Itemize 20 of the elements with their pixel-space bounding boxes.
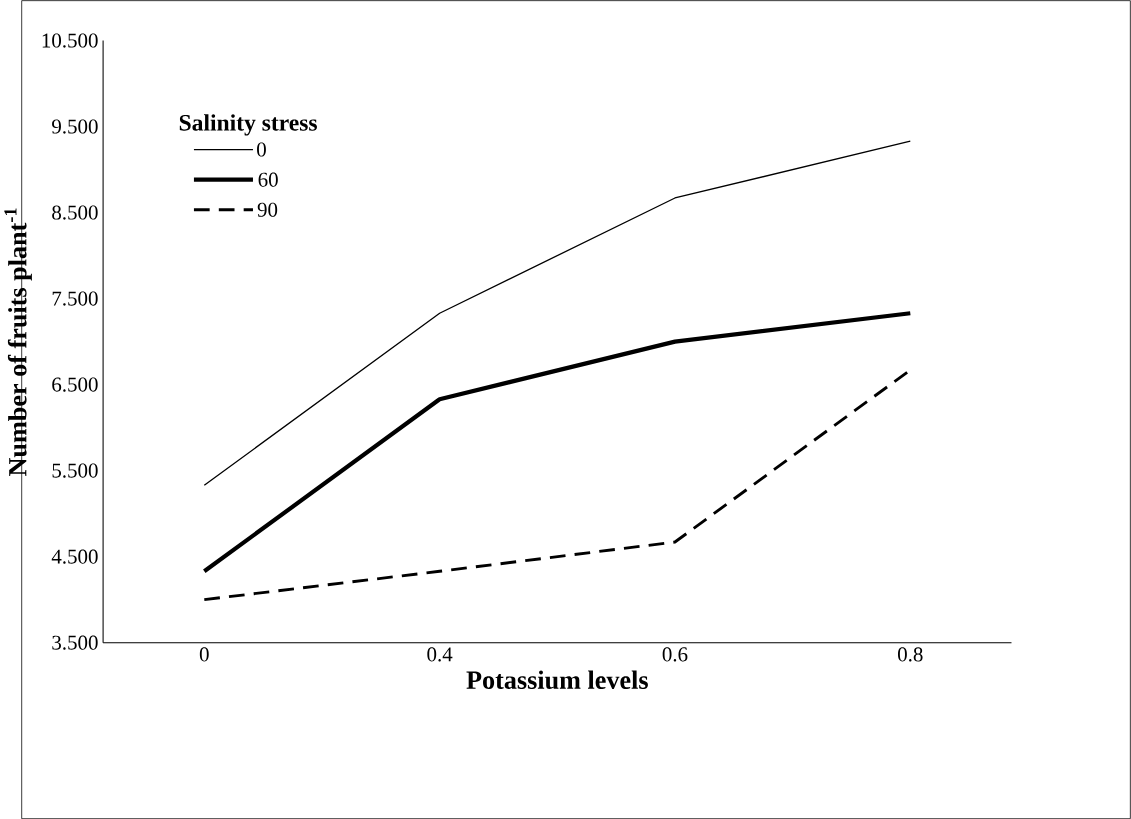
x-tick-label: 0 — [199, 647, 209, 662]
y-tick-label: 8.500 — [52, 205, 98, 220]
legend-label: 60 — [258, 172, 278, 187]
x-tick-label: 0.6 — [662, 647, 688, 662]
x-tick-label: 0.4 — [427, 647, 453, 662]
x-axis-title: Potassium levels — [466, 670, 648, 689]
y-tick-label: 4.500 — [51, 549, 98, 564]
line-series — [202, 310, 913, 574]
legend-title: Salinity stress — [179, 113, 317, 136]
y-tick-label: 9.500 — [52, 119, 98, 134]
y-axis-title: Number of fruits plant$^{-1}$ — [4, 208, 32, 476]
x-tick-label: 0.8 — [898, 647, 923, 662]
line-series — [203, 140, 911, 486]
y-tick-label: 10.500 — [42, 33, 98, 48]
y-tick-label: 3.500 — [52, 635, 98, 650]
legend-label: 0 — [257, 142, 266, 157]
y-tick-label: 5.500 — [52, 463, 98, 478]
y-tick-label: 6.500 — [52, 377, 98, 392]
legend-label: 90 — [257, 202, 278, 217]
y-tick-label: 7.500 — [52, 291, 98, 306]
